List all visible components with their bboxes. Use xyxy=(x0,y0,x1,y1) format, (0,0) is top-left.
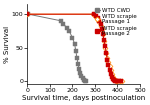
Y-axis label: % Survival: % Survival xyxy=(4,26,10,63)
X-axis label: Survival time, days postinoculation: Survival time, days postinoculation xyxy=(22,95,145,101)
Legend: WTD CWD, WTD scrapie
Passage 1, WTD scrapie
Passage 2: WTD CWD, WTD scrapie Passage 1, WTD scra… xyxy=(94,7,137,37)
